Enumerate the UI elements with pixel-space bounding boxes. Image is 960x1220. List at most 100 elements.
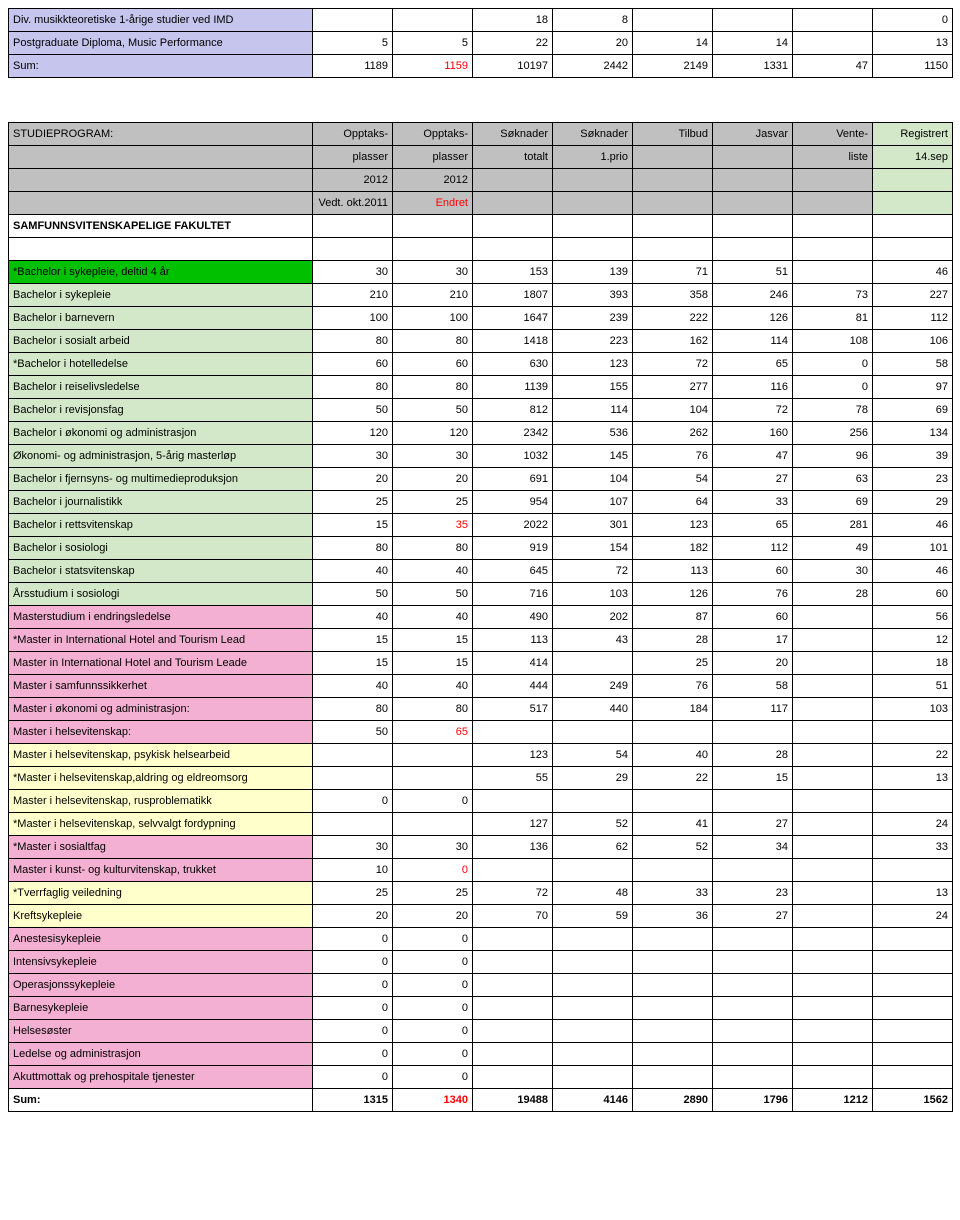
cell: 101 [873, 537, 953, 560]
table-row: Bachelor i journalistikk2525954107643369… [9, 491, 953, 514]
cell [873, 215, 953, 238]
cell [633, 859, 713, 882]
cell: plasser [313, 146, 393, 169]
cell: 517 [473, 698, 553, 721]
cell: Vedt. okt.2011 [313, 192, 393, 215]
row-label: Master i helsevitenskap, psykisk helsear… [9, 744, 313, 767]
cell [393, 215, 473, 238]
cell: 100 [393, 307, 473, 330]
row-label: Akuttmottak og prehospitale tjenester [9, 1066, 313, 1089]
cell [553, 928, 633, 951]
cell: 72 [713, 399, 793, 422]
table-row: Bachelor i sosiologi80809191541821124910… [9, 537, 953, 560]
cell [793, 744, 873, 767]
cell: 123 [553, 353, 633, 376]
cell: 60 [713, 560, 793, 583]
cell: 46 [873, 560, 953, 583]
cell: 52 [553, 813, 633, 836]
cell [793, 606, 873, 629]
cell: 49 [793, 537, 873, 560]
cell: 223 [553, 330, 633, 353]
row-label: *Master i helsevitenskap,aldring og eldr… [9, 767, 313, 790]
cell: 30 [313, 445, 393, 468]
cell: 78 [793, 399, 873, 422]
cell: 96 [793, 445, 873, 468]
cell [793, 192, 873, 215]
cell: 126 [713, 307, 793, 330]
table-row: *Master i sosialtfag303013662523433 [9, 836, 953, 859]
cell: 1796 [713, 1089, 793, 1112]
cell: 2890 [633, 1089, 713, 1112]
cell [793, 721, 873, 744]
cell [873, 1020, 953, 1043]
cell [473, 997, 553, 1020]
cell: Tilbud [633, 123, 713, 146]
cell: 60 [393, 353, 473, 376]
cell [553, 1020, 633, 1043]
table-row: Master i helsevitenskap, psykisk helsear… [9, 744, 953, 767]
table-row: Bachelor i barnevern10010016472392221268… [9, 307, 953, 330]
cell: 0 [873, 9, 953, 32]
cell: 54 [633, 468, 713, 491]
table-row: Anestesisykepleie00 [9, 928, 953, 951]
row-label: Bachelor i journalistikk [9, 491, 313, 514]
cell: 15 [313, 652, 393, 675]
cell: 1807 [473, 284, 553, 307]
table-row: *Bachelor i sykepleie, deltid 4 år303015… [9, 261, 953, 284]
cell: 440 [553, 698, 633, 721]
cell [793, 261, 873, 284]
cell [553, 859, 633, 882]
cell: 202 [553, 606, 633, 629]
cell: 25 [393, 882, 473, 905]
table-row: Master i økonomi og administrasjon:80805… [9, 698, 953, 721]
cell: 39 [873, 445, 953, 468]
cell [633, 790, 713, 813]
row-label: Bachelor i sykepleie [9, 284, 313, 307]
cell: 145 [553, 445, 633, 468]
cell: 71 [633, 261, 713, 284]
cell: 0 [393, 859, 473, 882]
faculty-row: SAMFUNNSVITENSKAPELIGE FAKULTET [9, 215, 953, 238]
cell: 113 [473, 629, 553, 652]
row-label: *Master in International Hotel and Touri… [9, 629, 313, 652]
cell: 40 [633, 744, 713, 767]
row-label: Bachelor i revisjonsfag [9, 399, 313, 422]
cell: 4146 [553, 1089, 633, 1112]
table-row: *Master i helsevitenskap,aldring og eldr… [9, 767, 953, 790]
cell: 15 [713, 767, 793, 790]
cell: 80 [393, 698, 473, 721]
cell: 23 [713, 882, 793, 905]
cell [873, 974, 953, 997]
cell: 1032 [473, 445, 553, 468]
cell: 160 [713, 422, 793, 445]
cell: 60 [313, 353, 393, 376]
cell: 108 [793, 330, 873, 353]
cell [793, 813, 873, 836]
cell [793, 882, 873, 905]
cell: 80 [393, 376, 473, 399]
cell [473, 215, 553, 238]
cell [633, 721, 713, 744]
cell [393, 767, 473, 790]
cell: Søknader [473, 123, 553, 146]
cell: 2342 [473, 422, 553, 445]
cell: 58 [873, 353, 953, 376]
row-label: Bachelor i reiselivsledelse [9, 376, 313, 399]
cell: 536 [553, 422, 633, 445]
cell [633, 192, 713, 215]
row-label: *Master i sosialtfag [9, 836, 313, 859]
row-label: Barnesykepleie [9, 997, 313, 1020]
table-row: Masterstudium i endringsledelse404049020… [9, 606, 953, 629]
cell: 76 [633, 675, 713, 698]
cell: 0 [393, 997, 473, 1020]
cell [9, 238, 313, 261]
cell [633, 1020, 713, 1043]
row-label [9, 146, 313, 169]
cell: 30 [793, 560, 873, 583]
cell [713, 192, 793, 215]
cell: 52 [633, 836, 713, 859]
cell [633, 1043, 713, 1066]
cell: 116 [713, 376, 793, 399]
table-row: Master i helsevitenskap, rusproblematikk… [9, 790, 953, 813]
table-row: Div. musikkteoretiske 1-årige studier ve… [9, 9, 953, 32]
